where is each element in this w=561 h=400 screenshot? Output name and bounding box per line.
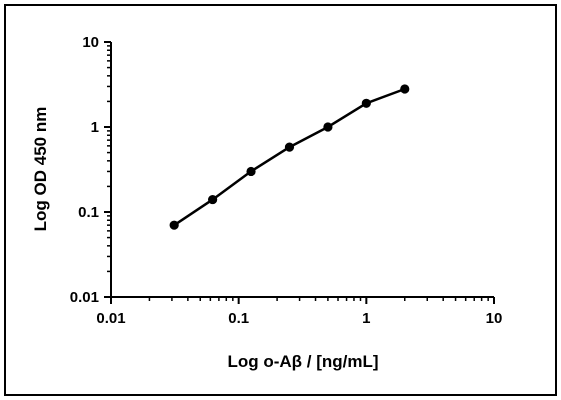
data-point [284,142,295,152]
axes: 0.01 0.1 1 10 0.01 0.1 1 10 [70,34,503,327]
x-tick-label: 1 [362,310,370,327]
plot-area [169,84,410,230]
y-tick-label: 0.1 [78,204,99,221]
x-tick-label: 0.01 [96,310,125,327]
x-tick-label: 0.1 [228,310,249,327]
y-tick-label: 0.01 [70,289,99,306]
data-point [246,166,256,177]
data-point [400,84,410,94]
y-axis-title: Log OD 450 nm [31,107,50,232]
y-tick-label: 10 [82,34,99,51]
y-tick-label: 1 [91,119,99,136]
x-axis-title: Log o-Aβ / [ng/mL] [227,352,378,371]
data-point [323,122,333,132]
x-tick-label: 10 [486,310,503,327]
chart-frame [4,4,557,396]
data-point [361,98,371,108]
data-point [208,194,218,205]
data-point [169,220,179,230]
series-line [173,87,406,227]
